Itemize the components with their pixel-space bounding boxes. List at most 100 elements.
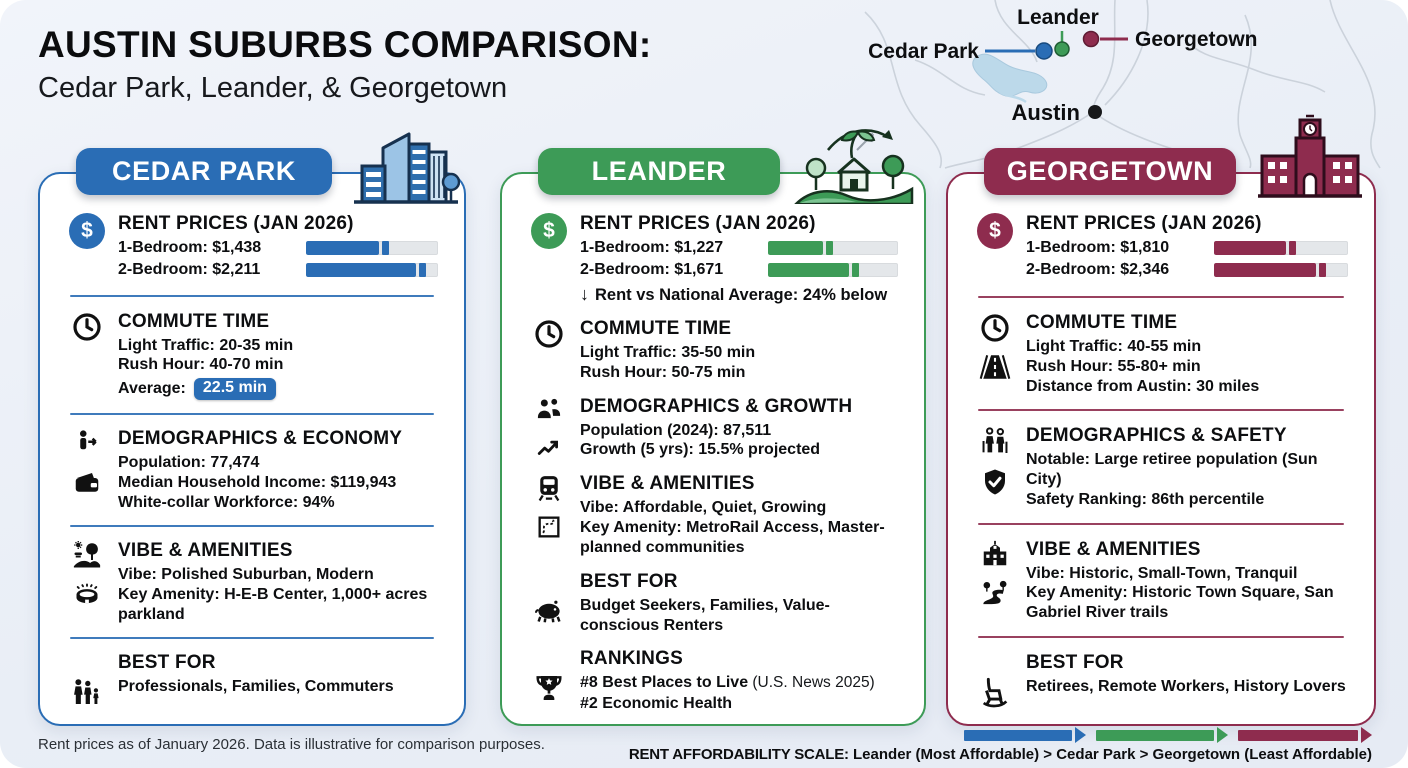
house-growth-icon bbox=[794, 129, 914, 204]
commute-line: Light Traffic: 40-55 min bbox=[1026, 337, 1202, 355]
section-title: BEST FOR bbox=[118, 652, 216, 673]
rent-note-text: Rent vs National Average: 24% below bbox=[595, 286, 888, 304]
vibe-line: Vibe: Affordable, Quiet, Growing bbox=[580, 499, 827, 517]
rent-section: $ RENT PRICES (JAN 2026) 1-Bedroom: $1,2… bbox=[526, 208, 900, 309]
georgetown-header: GEORGETOWN bbox=[984, 148, 1236, 195]
demographics-section: DEMOGRAPHICS & ECONOMY Population: 77,47… bbox=[64, 423, 440, 516]
demo-line: Population (2024): 87,511 bbox=[580, 421, 772, 439]
cedar-park-map-dot bbox=[1035, 42, 1053, 60]
demo-line: Population: 77,474 bbox=[118, 453, 260, 471]
best-for-line: Retirees, Remote Workers, History Lovers bbox=[1026, 677, 1346, 695]
section-title: VIBE & AMENITIES bbox=[118, 539, 293, 561]
section-title: VIBE & AMENITIES bbox=[1026, 538, 1201, 560]
down-arrow-icon: ↓ bbox=[580, 284, 589, 304]
divider bbox=[978, 522, 1344, 525]
rent-row: 1-Bedroom: $1,227 bbox=[580, 239, 898, 257]
best-for-section: BEST FOR Retirees, Remote Workers, Histo… bbox=[972, 647, 1350, 712]
rent-label: 2-Bedroom: $1,671 bbox=[580, 261, 724, 278]
commute-section: COMMUTE TIME Light Traffic: 40-55 min Ru… bbox=[972, 307, 1350, 400]
vibe-line: Key Amenity: Historic Town Square, San G… bbox=[1026, 584, 1334, 622]
demo-line: Growth (5 yrs): 15.5% projected bbox=[580, 441, 821, 459]
divider bbox=[70, 295, 434, 298]
divider bbox=[978, 409, 1344, 412]
train-icon bbox=[538, 476, 560, 502]
divider bbox=[70, 524, 434, 527]
ranking-source: (U.S. News 2025) bbox=[748, 674, 875, 692]
section-title: RANKINGS bbox=[580, 648, 683, 670]
leander-header: LEANDER bbox=[538, 148, 780, 195]
people-icon bbox=[537, 398, 561, 418]
section-title: DEMOGRAPHICS & SAFETY bbox=[1026, 425, 1287, 447]
vibe-line: Vibe: Historic, Small-Town, Tranquil bbox=[1026, 564, 1298, 582]
rankings-section: RANKINGS #8 Best Places to Live (U.S. Ne… bbox=[526, 643, 900, 719]
section-title: COMMUTE TIME bbox=[118, 310, 270, 332]
leander-card: LEANDER $ RENT PRICES (JAN 2026) bbox=[500, 129, 926, 726]
section-title: RENT PRICES (JAN 2026) bbox=[580, 213, 816, 234]
rent-vs-national-note: ↓ Rent vs National Average: 24% below bbox=[580, 284, 898, 305]
clock-icon bbox=[981, 314, 1009, 342]
rent-label: 1-Bedroom: $1,810 bbox=[1026, 239, 1170, 256]
wallet-icon bbox=[75, 472, 99, 492]
section-title: BEST FOR bbox=[580, 570, 678, 592]
map-label-georgetown: Georgetown bbox=[1135, 28, 1258, 51]
average-row: Average: 22.5 min bbox=[118, 378, 438, 401]
title-block: AUSTIN SUBURBS COMPARISON: Cedar Park, L… bbox=[38, 24, 652, 105]
demo-line: Safety Ranking: 86th percentile bbox=[1026, 490, 1265, 508]
rent-section: $ RENT PRICES (JAN 2026) 1-Bedroom: $1,4… bbox=[64, 208, 440, 287]
clock-icon bbox=[73, 312, 101, 341]
family-icon bbox=[74, 679, 99, 704]
section-title: RENT PRICES (JAN 2026) bbox=[118, 213, 354, 234]
commute-line: Light Traffic: 20-35 min bbox=[118, 336, 294, 354]
divider bbox=[978, 295, 1344, 298]
rocking-chair-icon bbox=[982, 677, 1008, 708]
commute-section: COMMUTE TIME Light Traffic: 20-35 min Ru… bbox=[64, 306, 440, 405]
cedar-park-card: CEDAR PARK $ RENT PRICES (JAN 2026) 1- bbox=[38, 132, 466, 726]
cedar-park-header: CEDAR PARK bbox=[76, 148, 332, 195]
divider bbox=[70, 636, 434, 639]
ranking-text: #8 Best Places to Live bbox=[580, 674, 749, 692]
ranking-text: #2 Economic Health bbox=[580, 695, 733, 713]
trail-icon bbox=[983, 580, 1007, 604]
demo-line: White-collar Workforce: 94% bbox=[118, 493, 335, 511]
rent-row: 2-Bedroom: $1,671 bbox=[580, 261, 898, 279]
divider bbox=[978, 636, 1344, 639]
rent-label: 1-Bedroom: $1,438 bbox=[118, 239, 262, 256]
scale-label: RENT AFFORDABILITY SCALE: bbox=[628, 746, 849, 763]
piggy-bank-icon bbox=[535, 600, 561, 623]
scale-segment-cedar bbox=[964, 727, 1086, 743]
arrow-right-icon bbox=[1361, 727, 1372, 743]
leander-map-dot bbox=[1054, 41, 1070, 57]
arrow-right-icon bbox=[1217, 727, 1228, 743]
commute-line: Distance from Austin: 30 miles bbox=[1026, 377, 1260, 395]
rent-section: $ RENT PRICES (JAN 2026) 1-Bedroom: $1,8… bbox=[972, 208, 1350, 287]
rent-bar bbox=[306, 263, 438, 277]
affordability-scale-text: RENT AFFORDABILITY SCALE: Leander (Most … bbox=[629, 746, 1372, 763]
road-icon bbox=[979, 354, 1011, 379]
rent-row: 1-Bedroom: $1,810 bbox=[1026, 239, 1348, 257]
page-title: AUSTIN SUBURBS COMPARISON: bbox=[38, 24, 652, 65]
scale-segment-leander bbox=[1096, 727, 1228, 743]
rent-row: 1-Bedroom: $1,438 bbox=[118, 239, 438, 257]
elderly-couple-icon bbox=[982, 427, 1008, 454]
section-title: VIBE & AMENITIES bbox=[580, 473, 755, 495]
vibe-section: VIBE & AMENITIES Vibe: Historic, Small-T… bbox=[972, 534, 1350, 627]
dollar-icon: $ bbox=[531, 213, 567, 249]
demo-line: Median Household Income: $119,943 bbox=[118, 473, 397, 491]
rent-row: 2-Bedroom: $2,346 bbox=[1026, 261, 1348, 279]
ranking-item: #8 Best Places to Live (U.S. News 2025) bbox=[580, 673, 898, 694]
rent-label: 1-Bedroom: $1,227 bbox=[580, 239, 724, 256]
rent-bar bbox=[1214, 263, 1348, 277]
vibe-line: Vibe: Polished Suburban, Modern bbox=[118, 565, 374, 583]
section-title: DEMOGRAPHICS & ECONOMY bbox=[118, 427, 403, 449]
map-label-austin: Austin bbox=[1012, 100, 1080, 125]
demographics-section: DEMOGRAPHICS & SAFETY Notable: Large ret… bbox=[972, 420, 1350, 513]
rent-bar bbox=[768, 263, 898, 277]
section-title: RENT PRICES (JAN 2026) bbox=[1026, 213, 1262, 234]
best-for-line: Professionals, Families, Commuters bbox=[118, 678, 394, 695]
commute-line: Rush Hour: 40-70 min bbox=[118, 356, 284, 374]
best-for-section: BEST FOR Professionals, Families, Commut… bbox=[64, 647, 440, 712]
rent-label: 2-Bedroom: $2,346 bbox=[1026, 261, 1170, 278]
georgetown-card: GEORGETOWN $ RENT PRICES (JAN 2026) 1-Be… bbox=[946, 114, 1376, 726]
affordability-scale: RENT AFFORDABILITY SCALE: Leander (Most … bbox=[629, 727, 1372, 763]
